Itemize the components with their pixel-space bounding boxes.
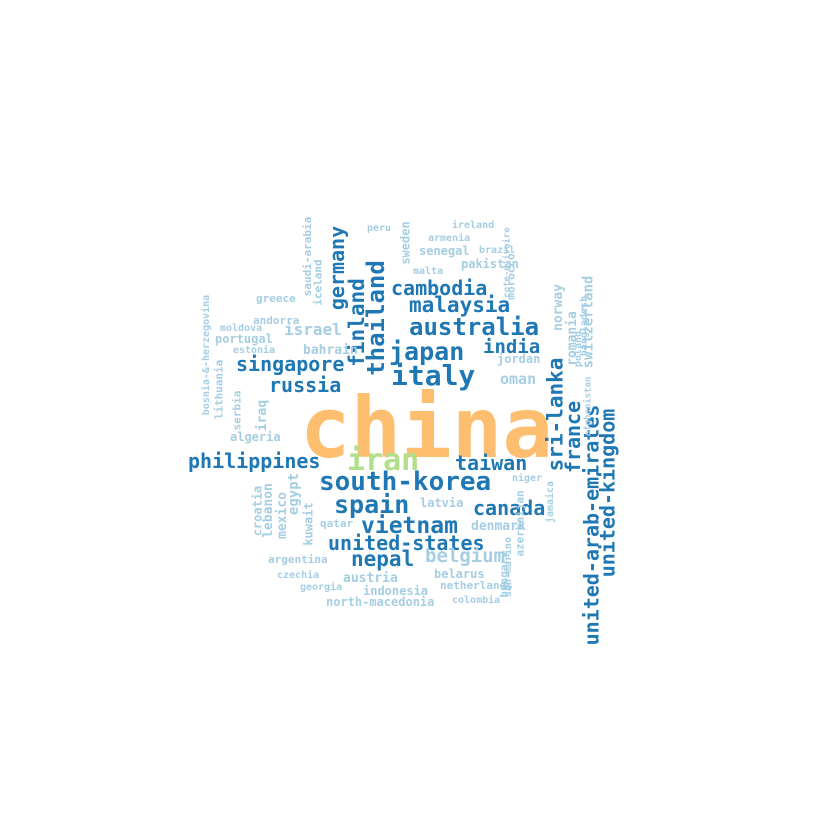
word-united-states: united-states [328,531,485,555]
word-bahrain: bahrain [303,343,358,358]
word-poland: poland [573,330,585,368]
word-portugal: portugal [215,332,273,346]
word-taiwan: taiwan [455,451,528,475]
word-south-korea: south-korea [319,467,492,497]
word-georgia: georgia [300,582,343,593]
word-austria: austria [343,571,398,586]
word-north-macedonia: north-macedonia [326,595,435,609]
word-brazil: brazil [479,245,516,256]
word-india: india [483,336,541,358]
word-armenia: armenia [428,233,471,244]
word-israel: israel [284,320,342,339]
word-canada: canada [473,496,546,520]
word-estonia: estonia [233,345,276,356]
word-greece: greece [256,292,296,305]
word-latvia: latvia [420,496,464,510]
word-senegal: senegal [419,244,470,258]
word-azerbaijan: azerbaijan [513,489,527,557]
word-serbia: serbia [230,390,244,430]
word-malta: malta [413,266,444,277]
word-cambodia: cambodia [391,276,488,300]
word-iceland: iceland [311,258,325,306]
word-qatar: qatar [320,517,354,530]
word-philippines: philippines [188,449,321,473]
word-australia: australia [409,313,540,341]
word-united-arab-emirates: united-arab-emirates [578,404,603,646]
word-sweden: sweden [398,221,413,265]
word-jamaica: jamaica [545,480,557,524]
word-san-marino: san-marino [503,536,515,598]
word-china: china [300,379,553,477]
word-norway: norway [550,283,566,331]
word-spain: spain [334,490,410,519]
word-peru: peru [367,223,392,234]
word-denmark: denmark [471,519,526,534]
word-russia: russia [269,373,342,397]
word-oman: oman [500,370,537,388]
word-japan: japan [389,337,465,366]
word-pakistan: pakistan [461,257,519,271]
word-czechia: czechia [277,570,320,581]
word-mexico: mexico [274,491,290,539]
word-italy: italy [391,359,476,392]
word-nepal: nepal [351,547,415,571]
word-bosnia-herzegovina: bosnia-&-herzegovina [201,294,213,416]
word-iran: iran [347,443,420,478]
word-kuwait: kuwait [301,502,316,546]
word-afghanistan: afghanistan [583,376,594,436]
word-netherlands: netherlands [440,579,513,592]
word-argentina: argentina [268,553,328,566]
word-ireland: ireland [452,220,495,231]
word-colombia: colombia [452,595,501,606]
word-niger: niger [512,473,543,484]
word-algeria: algeria [230,430,281,444]
word-vietnam: vietnam [361,513,458,539]
word-malaysia: malaysia [409,293,511,317]
word-andorra: andorra [253,314,300,327]
word-jordan: jordan [497,352,541,366]
word-indonesia: indonesia [363,584,429,598]
word-iraq: iraq [254,399,270,431]
word-lithuania: lithuania [212,359,226,419]
word-croatia: croatia [249,485,264,537]
word-cote-divoire: cote-d'ivoire [502,226,513,298]
word-belarus: belarus [434,567,485,581]
word-belgium: belgium [425,545,506,567]
word-moldova: moldova [220,323,263,334]
word-singapore: singapore [236,352,345,376]
word-germany: germany [325,225,350,311]
